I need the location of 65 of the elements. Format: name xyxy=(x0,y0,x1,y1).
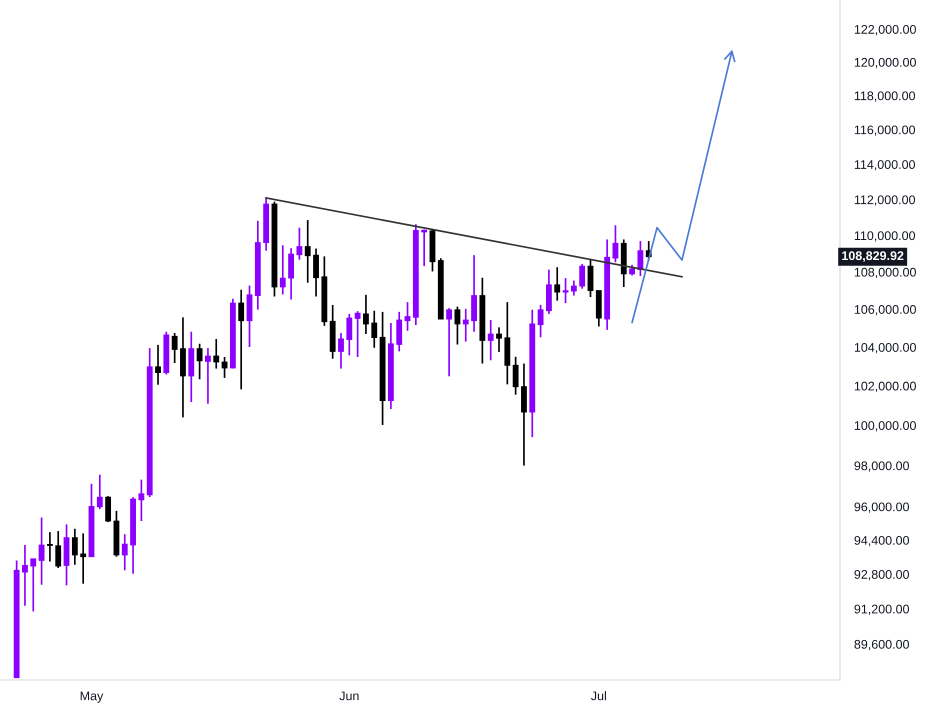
y-tick-label: 118,000.00 xyxy=(854,91,916,102)
candlestick xyxy=(454,306,460,346)
candlestick xyxy=(554,266,560,302)
y-tick-label: 104,000.00 xyxy=(854,342,916,354)
candlestick xyxy=(280,244,286,296)
candlestick xyxy=(346,313,352,356)
candlestick xyxy=(354,310,361,358)
candlestick xyxy=(155,344,161,386)
candlestick xyxy=(172,332,178,364)
candlestick xyxy=(96,474,103,510)
candlestick xyxy=(421,228,428,267)
candlestick xyxy=(80,532,86,584)
candlestick xyxy=(612,224,618,264)
candlestick xyxy=(222,356,228,379)
y-tick-label: 120,000.00 xyxy=(854,58,916,68)
y-tick-label: 108,000.00 xyxy=(854,268,916,278)
candlestick xyxy=(72,528,78,566)
candlestick xyxy=(338,332,344,370)
x-tick-label: Jul xyxy=(591,691,606,700)
x-tick-label: May xyxy=(80,692,104,703)
candlestick xyxy=(304,219,311,284)
candlestick xyxy=(570,280,577,296)
candlestick xyxy=(579,263,586,290)
candlestick xyxy=(105,495,112,523)
candlestick xyxy=(371,310,378,349)
candlestick xyxy=(238,288,244,390)
y-tick-label: 122,000.00 xyxy=(854,24,916,36)
candlestick xyxy=(296,226,302,261)
text: 108,829.92 xyxy=(842,251,904,262)
candlestick xyxy=(196,342,203,380)
candlestick xyxy=(538,304,544,338)
candlestick xyxy=(496,326,502,353)
candlestick xyxy=(637,240,644,277)
y-tick-label: 116,000.00 xyxy=(854,125,916,136)
candlestick xyxy=(30,558,36,612)
candlestick xyxy=(629,264,635,276)
candlestick xyxy=(205,347,211,405)
candlestick xyxy=(562,277,568,304)
y-tick-label: 91,200.00 xyxy=(854,604,910,615)
candlestick xyxy=(446,307,452,378)
y-tick-label: 106,000.00 xyxy=(854,305,916,316)
y-tick-label: 96,000.00 xyxy=(854,502,910,513)
candlestick xyxy=(213,338,220,370)
y-tick-label: 98,000.00 xyxy=(854,461,910,472)
candlestick xyxy=(22,544,28,607)
y-tick-label: 89,600.00 xyxy=(854,640,910,650)
y-tick-label: 92,800.00 xyxy=(854,570,910,580)
candlestick xyxy=(488,319,494,362)
candlestick xyxy=(138,478,144,522)
candlestick xyxy=(38,516,44,586)
y-tick-label: 100,000.00 xyxy=(854,421,916,432)
candlestick xyxy=(46,531,53,562)
candlestick xyxy=(313,248,319,298)
y-tick-label: 112,000.00 xyxy=(854,195,916,206)
candlestick xyxy=(462,308,469,342)
y-tick-label: 102,000.00 xyxy=(854,382,916,392)
y-tick-label: 114,000.00 xyxy=(854,160,916,170)
y-tick-label: 94,400.00 xyxy=(854,536,910,546)
x-tick-label: Jun xyxy=(339,692,359,700)
candlestick xyxy=(55,530,62,569)
candlestick xyxy=(512,356,519,396)
candlestick xyxy=(404,301,410,332)
candlestick xyxy=(122,533,128,572)
candlestick xyxy=(363,294,369,335)
y-tick-label: 110,000.00 xyxy=(854,231,916,242)
